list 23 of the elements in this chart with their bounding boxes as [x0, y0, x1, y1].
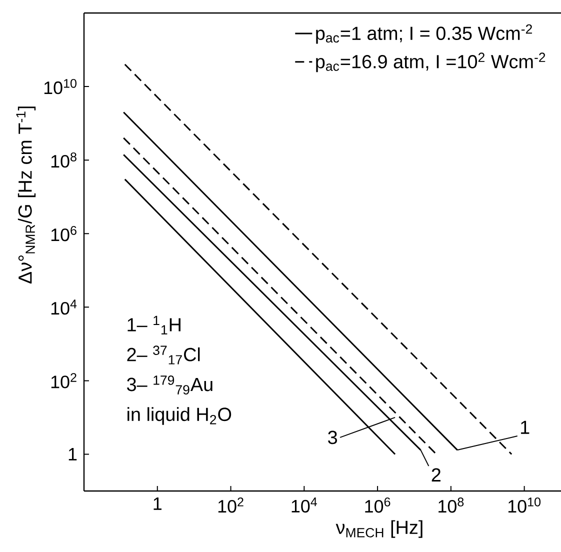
annotation: 2– $^{37}$$_{17}$Cl [127, 346, 200, 364]
annotation: in liquid H$_{2}$O [128, 407, 232, 425]
y-tick-label: 10$^{6}$ [51, 226, 76, 242]
annotation: 2 [432, 468, 440, 482]
x-tick-label: 10$^{8}$ [438, 498, 464, 513]
x-tick-label: 1 [154, 498, 162, 510]
x-tick-label: 10$^{2}$ [218, 498, 244, 513]
y-tick-label: 10$^{2}$ [51, 373, 76, 388]
x-axis-title: ν$_{MECH}$ [Hz] [336, 520, 422, 538]
x-tick-label: 10$^{4}$ [292, 498, 317, 513]
y-tick-label: 10$^{10}$ [44, 78, 76, 94]
x-tick-label: 10$^{10}$ [508, 498, 541, 513]
annotation: 1 [521, 420, 530, 434]
annotation: 1– $^{1}$$_{1}$H [128, 316, 180, 334]
x-tick-label: 10$^{6}$ [365, 498, 390, 513]
y-tick-label: 1 [68, 448, 77, 460]
y-tick-label: 10$^{4}$ [51, 300, 77, 315]
annotation: 3 [328, 430, 338, 444]
y-axis-title: Δν°$_{NMR}$/G [Hz cm T$^{-1}$] [16, 106, 36, 284]
y-tick-label: 10$^{8}$ [51, 152, 76, 168]
annotation: 3– $^{179}$$_{79}$Au [127, 376, 212, 394]
legend-label: p$_{ac}$=16.9 atm, I =10$^{2}$ Wcm$^{-2}$ [316, 52, 546, 72]
legend-label: p$_{ac}$=1 atm; I = 0.35 Wcm$^{-2}$ [316, 24, 532, 44]
